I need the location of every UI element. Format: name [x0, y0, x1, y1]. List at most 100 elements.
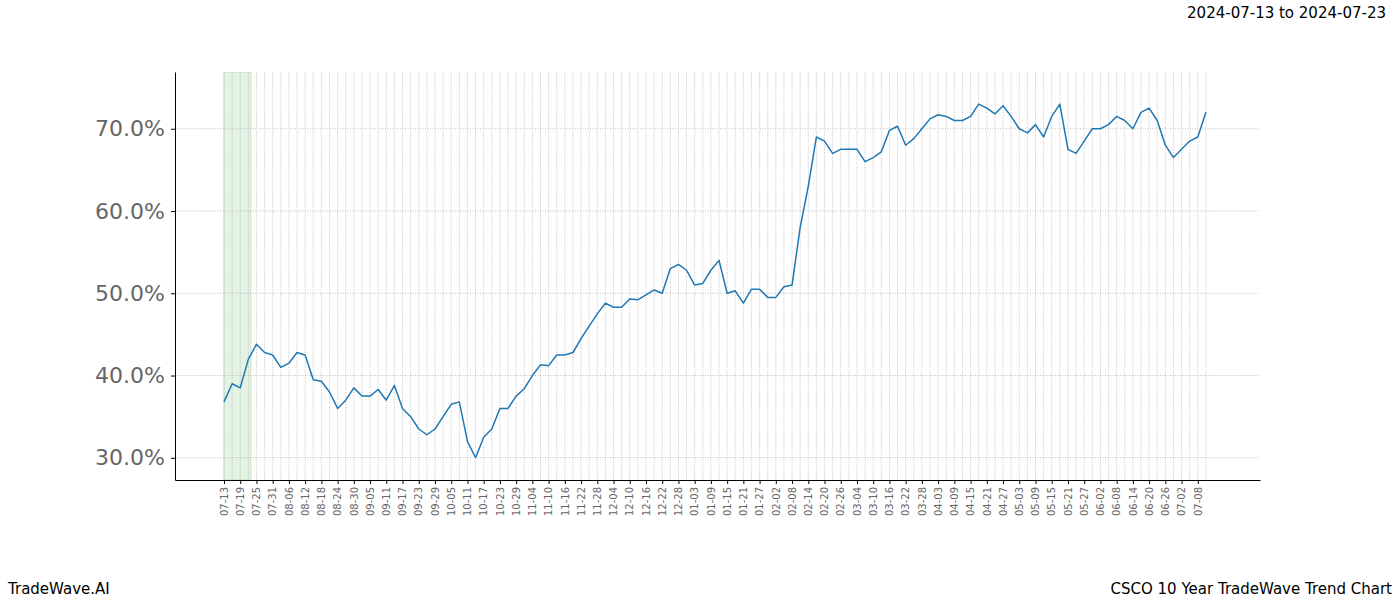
x-tick-mark [678, 480, 679, 484]
x-grid-line [694, 72, 695, 480]
x-grid-line [418, 72, 419, 480]
x-tick-mark [321, 480, 322, 484]
y-tick-mark [171, 458, 175, 459]
y-grid-line [175, 211, 1260, 212]
x-grid-line [962, 72, 963, 480]
x-tick-label: 06-08 [1111, 487, 1122, 516]
x-tick-mark [614, 480, 615, 484]
x-grid-line [394, 72, 395, 480]
x-grid-line [280, 72, 281, 480]
x-tick-mark [581, 480, 582, 484]
x-tick: 04-09 [949, 480, 960, 516]
x-tick: 09-05 [365, 480, 376, 516]
y-tick: 50.0% [95, 281, 175, 306]
y-tick-label: 30.0% [95, 445, 165, 470]
x-tick-label: 07-02 [1176, 487, 1187, 516]
x-grid-line [1100, 72, 1101, 480]
x-tick-label: 01-09 [706, 487, 717, 516]
y-tick-label: 40.0% [95, 363, 165, 388]
x-grid-line [832, 72, 833, 480]
highlight-group [224, 72, 251, 480]
x-tick-mark [240, 480, 241, 484]
x-tick-mark [889, 480, 890, 484]
x-grid-line [361, 72, 362, 480]
x-tick: 07-02 [1176, 480, 1187, 516]
x-tick: 08-18 [316, 480, 327, 516]
x-grid-line [792, 72, 793, 480]
x-tick-label: 09-17 [397, 487, 408, 516]
x-tick-label: 11-16 [560, 487, 571, 516]
x-tick-label: 10-11 [462, 487, 473, 516]
x-tick-mark [597, 480, 598, 484]
x-tick: 06-20 [1144, 480, 1155, 516]
x-tick: 02-08 [787, 480, 798, 516]
x-grid-line [378, 72, 379, 480]
x-grid-line [272, 72, 273, 480]
x-tick-label: 12-10 [624, 487, 635, 516]
x-grid-line [288, 72, 289, 480]
x-tick-label: 07-13 [219, 487, 230, 516]
x-grid-line [483, 72, 484, 480]
x-grid-line [1124, 72, 1125, 480]
x-grid-line [605, 72, 606, 480]
x-grid-line [1165, 72, 1166, 480]
x-tick-label: 03-16 [884, 487, 895, 516]
x-grid-line [1140, 72, 1141, 480]
x-grid-line [532, 72, 533, 480]
x-tick-mark [906, 480, 907, 484]
x-tick: 08-12 [300, 480, 311, 516]
x-tick: 07-19 [235, 480, 246, 516]
x-tick: 05-27 [1079, 480, 1090, 516]
x-tick-label: 08-06 [284, 487, 295, 516]
x-tick-mark [419, 480, 420, 484]
x-tick: 12-16 [641, 480, 652, 516]
x-grid-line [727, 72, 728, 480]
x-tick-label: 04-21 [982, 487, 993, 516]
x-grid-line [654, 72, 655, 480]
x-tick: 01-09 [706, 480, 717, 516]
x-grid-line [848, 72, 849, 480]
x-grid-line [540, 72, 541, 480]
x-tick-mark [273, 480, 274, 484]
x-tick-mark [841, 480, 842, 484]
x-grid-line [467, 72, 468, 480]
x-tick-label: 02-20 [819, 487, 830, 516]
y-tick: 30.0% [95, 445, 175, 470]
x-grid-line [1149, 72, 1150, 480]
x-grid-line [581, 72, 582, 480]
x-tick-label: 04-15 [965, 487, 976, 516]
x-tick-label: 09-23 [413, 487, 424, 516]
x-tick: 03-22 [900, 480, 911, 516]
x-tick: 05-03 [1014, 480, 1025, 516]
x-grid-line [1051, 72, 1052, 480]
y-tick: 70.0% [95, 116, 175, 141]
x-grid-line [1181, 72, 1182, 480]
x-tick-mark [338, 480, 339, 484]
x-grid-line [370, 72, 371, 480]
chart: 30.0%40.0%50.0%60.0%70.0%07-1307-1907-25… [0, 0, 1400, 600]
x-tick-mark [662, 480, 663, 484]
x-grid-line [978, 72, 979, 480]
x-tick-mark [1100, 480, 1101, 484]
x-tick-mark [467, 480, 468, 484]
y-axis-line [175, 73, 176, 481]
x-tick: 09-23 [413, 480, 424, 516]
x-tick-label: 01-15 [722, 487, 733, 516]
x-tick: 12-22 [657, 480, 668, 516]
x-tick-mark [938, 480, 939, 484]
x-tick-label: 02-14 [803, 487, 814, 516]
x-grid-line [637, 72, 638, 480]
x-tick: 10-23 [495, 480, 506, 516]
x-grid-line [491, 72, 492, 480]
x-tick-label: 06-20 [1144, 487, 1155, 516]
x-grid-line [313, 72, 314, 480]
x-tick: 03-16 [884, 480, 895, 516]
x-grid-line [572, 72, 573, 480]
x-tick-mark [370, 480, 371, 484]
x-grid-line [840, 72, 841, 480]
x-grid-line [410, 72, 411, 480]
x-grid-line [337, 72, 338, 480]
x-tick: 07-31 [267, 480, 278, 516]
x-tick-mark [743, 480, 744, 484]
x-grid-line [256, 72, 257, 480]
